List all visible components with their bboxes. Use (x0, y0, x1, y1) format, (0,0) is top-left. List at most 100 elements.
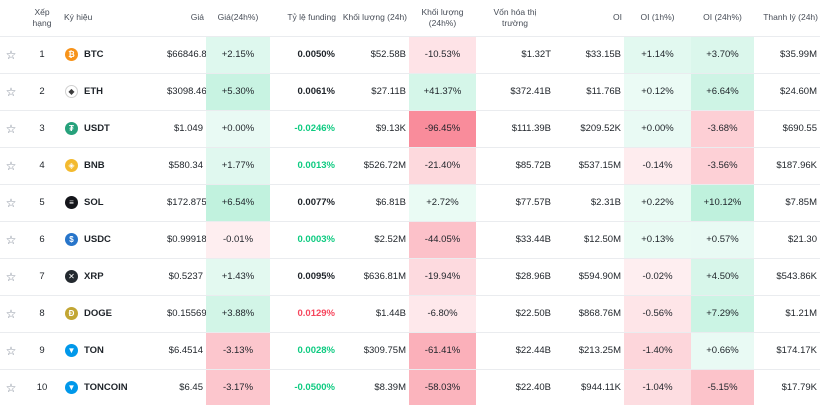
oi-1h-cell: -1.40% (624, 331, 691, 369)
favorite-star-icon[interactable]: ☆ (0, 146, 22, 184)
market-cap-cell: $33.44B (476, 220, 554, 258)
symbol-cell[interactable]: ✕ XRP (62, 257, 164, 295)
bnb-icon: ◈ (65, 159, 78, 172)
price-change-cell: -3.17% (206, 368, 270, 405)
symbol-cell[interactable]: ◈ BNB (62, 146, 164, 184)
market-cap-cell: $22.50B (476, 294, 554, 332)
symbol-label[interactable]: DOGE (84, 308, 112, 319)
oi-1h-cell: +0.13% (624, 220, 691, 258)
symbol-label[interactable]: SOL (84, 197, 104, 208)
volume-change-header[interactable]: Khối lượng (24h%) (421, 6, 464, 28)
rank-cell: 4 (22, 146, 62, 184)
symbol-label[interactable]: USDC (84, 234, 111, 245)
price-change-cell: +3.88% (206, 294, 270, 332)
favorite-star-icon[interactable]: ☆ (0, 109, 22, 147)
table-row[interactable]: ☆ 3 ₮ USDT $1.049 +0.00% -0.0246% $9.13K -96.45%… (0, 109, 820, 147)
funding-rate-cell: -0.0500% (270, 368, 338, 405)
table-row[interactable]: ☆6$ USDC $0.999185-0.01%0.0003%$2.52M-44.0… (0, 220, 820, 258)
volume-cell: $27.11B (338, 72, 409, 110)
symbol-label[interactable]: ETH (84, 86, 103, 97)
volume-cell: $52.58B (338, 35, 409, 73)
liquidation-cell: $690.55 (754, 109, 820, 147)
oi-cell: $209.52K (554, 109, 624, 147)
liquidation-cell: $543.86K (754, 257, 820, 295)
favorite-star-icon[interactable]: ☆ (0, 220, 22, 258)
table-row[interactable]: ☆ 1 ₿ BTC $66846.8 +2.15% 0.0050% $52.58B -10.53… (0, 35, 820, 73)
oi-1h-cell: -0.02% (624, 257, 691, 295)
price-change-cell: +1.43% (206, 257, 270, 295)
funding-rate-cell: 0.0003% (270, 220, 338, 258)
symbol-label[interactable]: BNB (84, 160, 105, 171)
symbol-header[interactable]: Ký hiệu (64, 12, 93, 23)
favorite-star-icon[interactable]: ☆ (0, 35, 22, 73)
symbol-cell[interactable]: Ð DOGE (62, 294, 164, 332)
usdc-icon: $ (65, 233, 78, 246)
volume-change-cell: +41.37% (409, 72, 476, 110)
symbol-cell[interactable]: ₮ USDT (62, 109, 164, 147)
price-header[interactable]: Giá (190, 12, 204, 23)
rank-cell: 6 (22, 220, 62, 258)
favorite-star-icon[interactable]: ☆ (0, 331, 22, 369)
rank-cell: 5 (22, 183, 62, 221)
favorite-star-icon[interactable]: ☆ (0, 294, 22, 332)
toncoin-icon: ▼ (65, 381, 78, 395)
table-row[interactable]: ☆ 7 ✕ XRP $0.5237 +1.43% 0.0095% $636.81M -19.94… (0, 257, 820, 295)
favorite-star-icon[interactable]: ☆ (0, 183, 22, 221)
oi-24h-cell: +10.12% (691, 183, 754, 221)
symbol-label[interactable]: XRP (84, 271, 104, 282)
oi-24h-cell: +6.64% (691, 72, 754, 110)
rank-cell: 2 (22, 72, 62, 110)
table-row[interactable]: ☆ 4 ◈ BNB $580.34 +1.77% 0.0013% $526.72M -21.40… (0, 146, 820, 184)
symbol-cell[interactable]: ▼ TONCOIN (62, 368, 164, 405)
market-cap-cell: $28.96B (476, 257, 554, 295)
favorite-star-icon[interactable]: ☆ (0, 257, 22, 295)
btc-icon: ₿ (65, 48, 78, 61)
funding-header[interactable]: Tỷ lệ funding (287, 12, 336, 23)
volume-change-cell: -19.94% (409, 257, 476, 295)
symbol-label[interactable]: BTC (84, 49, 104, 60)
price-change-cell: +2.15% (206, 35, 270, 73)
favorite-star-icon[interactable]: ☆ (0, 72, 22, 110)
market-cap-cell: $85.72B (476, 146, 554, 184)
symbol-cell[interactable]: ₿ BTC (62, 35, 164, 73)
price-change-cell: +1.77% (206, 146, 270, 184)
liquidation-cell: $24.60M (754, 72, 820, 110)
symbol-cell[interactable]: ▼ TON (62, 331, 164, 369)
liquidation-cell: $1.21M (754, 294, 820, 332)
symbol-label[interactable]: TONCOIN (84, 382, 128, 394)
liquidation-cell: $174.17K (754, 331, 820, 369)
table-row[interactable]: ☆ 8 Ð DOGE $0.15569 +3.88% 0.0129% $1.44B -6.80%… (0, 294, 820, 332)
oi-cell: $537.15M (554, 146, 624, 184)
table-row[interactable]: ☆ 5 ≡ SOL $172.875 +6.54% 0.0077% $6.81B +2.72% $… (0, 183, 820, 221)
symbol-cell[interactable]: ≡ SOL (62, 183, 164, 221)
table-row[interactable]: ☆ 2 ◆ ETH $3098.46 +5.30% 0.0061% $27.11B +41.37… (0, 72, 820, 110)
funding-rate-cell: 0.0095% (270, 257, 338, 295)
oi-24h-header[interactable]: OI (24h%) (703, 12, 742, 23)
oi-header[interactable]: OI (613, 12, 622, 23)
table-row[interactable]: ☆ 9 ▼ TON $6.4514 -3.13% 0.0028% $309.75M -61.41… (0, 331, 820, 369)
oi-1h-cell: +1.14% (624, 35, 691, 73)
symbol-label[interactable]: USDT (84, 123, 110, 134)
favorite-star-icon[interactable]: ☆ (0, 368, 22, 405)
rank-header[interactable]: Xếp hạng (32, 6, 52, 28)
oi-cell: $594.90M (554, 257, 624, 295)
funding-rate-cell: 0.0013% (270, 146, 338, 184)
oi-1h-header[interactable]: OI (1h%) (640, 12, 675, 23)
price-change-cell: -3.13% (206, 331, 270, 369)
price-change-header[interactable]: Giá(24h%) (217, 12, 259, 23)
price-cell: $1.049 (164, 109, 206, 147)
funding-rate-cell: 0.0028% (270, 331, 338, 369)
xrp-icon: ✕ (65, 270, 78, 283)
volume-cell: $6.81B (338, 183, 409, 221)
market-cap-header-line2: trường (502, 17, 528, 28)
market-cap-header[interactable]: Vốn hóa thị trường (476, 0, 554, 36)
liquidation-header[interactable]: Thanh lý (24h) (763, 12, 818, 23)
volume-change-cell: -96.45% (409, 109, 476, 147)
star-header (0, 0, 22, 36)
symbol-cell[interactable]: $ USDC (62, 220, 164, 258)
table-row[interactable]: ☆ 10 ▼ TONCOIN $6.45 -3.17% -0.0500% $8.39M -58.… (0, 368, 820, 405)
volume-header[interactable]: Khối lượng (24h) (342, 12, 407, 23)
symbol-cell[interactable]: ◆ ETH (62, 72, 164, 110)
oi-24h-cell: +7.29% (691, 294, 754, 332)
symbol-label[interactable]: TON (84, 345, 104, 356)
